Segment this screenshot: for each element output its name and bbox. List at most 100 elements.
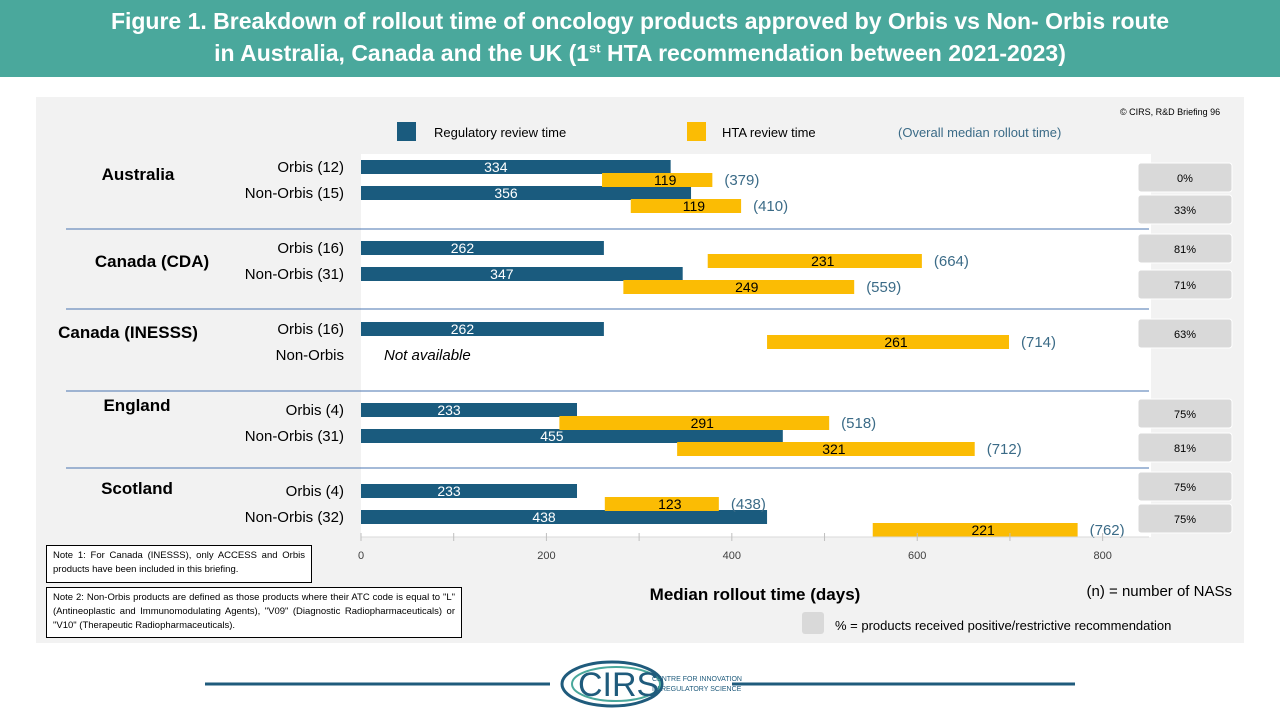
pct-value: 75% [1174,409,1196,421]
legend-label-hta: HTA review time [722,125,816,140]
pct-box [1137,432,1233,463]
row-label: Non-Orbis [276,347,344,364]
row-label: Orbis (4) [286,402,344,419]
overall-median-label: (714) [1021,334,1056,351]
hta-value-label: 119 [683,198,706,214]
regulatory-value-label: 262 [451,321,475,337]
row-label: Non-Orbis (31) [245,266,344,283]
pct-box [1137,269,1233,300]
regulatory-bar [361,322,604,336]
regulatory-value-label: 356 [494,185,518,201]
hta-bar [677,442,975,456]
figure-title-line1: Figure 1. Breakdown of rollout time of o… [110,8,1170,34]
pct-value: 71% [1174,280,1196,292]
pct-note: % = products received positive/restricti… [835,618,1171,633]
regulatory-bar [361,160,671,174]
pct-value: 0% [1177,173,1193,185]
cirs-logo: CIRS CENTRE FOR INNOVATION IN REGULATORY… [560,660,742,708]
row-label: Orbis (16) [277,321,344,338]
legend-label-regulatory: Regulatory review time [434,125,566,140]
regulatory-bar [361,429,783,443]
overall-median-label: (559) [866,279,901,296]
hta-bar [623,280,855,294]
hta-value-label: 249 [735,279,759,295]
regulatory-value-label: 334 [484,159,508,175]
overall-median-label: (379) [724,172,759,189]
x-tick-label: 400 [723,550,741,562]
hta-value-label: 123 [658,496,682,512]
overall-median-label: (518) [841,415,876,432]
logo-sub1: CENTRE FOR INNOVATION [652,676,742,683]
chart-panel: © CIRS, R&D Briefing 96 Regulatory revie… [36,97,1244,643]
regulatory-value-label: 455 [540,428,564,444]
copyright-text: © CIRS, R&D Briefing 96 [1120,107,1221,117]
hta-bar [767,335,1010,349]
pct-value: 75% [1174,482,1196,494]
regulatory-value-label: 347 [490,266,514,282]
group-label: England [103,396,170,415]
not-available-text: Not available [384,347,471,364]
pct-note-swatch [802,612,824,634]
overall-median-label: (712) [987,441,1022,458]
regulatory-bar [361,403,578,417]
overall-median-label: (438) [731,496,766,513]
logo-sub2: IN REGULATORY SCIENCE [652,686,742,693]
hta-value-label: 291 [691,415,715,431]
hta-bar [604,497,719,511]
hta-value-label: 261 [884,334,908,350]
group-label: Canada (INESSS) [58,323,198,342]
hta-value-label: 321 [822,441,846,457]
note-1: Note 1: For Canada (INESSS), only ACCESS… [46,545,312,583]
overall-median-label: (664) [934,253,969,270]
pct-box [1137,471,1233,502]
legend-swatch-regulatory [397,122,416,141]
x-axis-title: Median rollout time (days) [650,585,861,604]
regulatory-value-label: 233 [437,483,461,499]
row-label: Non-Orbis (15) [245,185,344,202]
overall-median-label: (762) [1090,522,1125,539]
pct-value: 33% [1174,205,1196,217]
overall-median-label: (410) [753,198,788,215]
x-tick-label: 600 [908,550,926,562]
hta-bar [559,416,830,430]
group-label: Scotland [101,479,173,498]
regulatory-bar [361,510,768,524]
regulatory-bar [361,186,692,200]
figure-title-line2: in Australia, Canada and the UK (1st HTA… [214,40,1066,66]
pct-box [1137,318,1233,349]
pct-box [1137,194,1233,225]
logo-text: CIRS [578,666,659,704]
hta-bar [872,523,1078,537]
legend-swatch-hta [687,122,706,141]
pct-box [1137,233,1233,264]
pct-value: 81% [1174,244,1196,256]
regulatory-bar [361,484,578,498]
row-label: Orbis (4) [286,483,344,500]
row-label: Non-Orbis (32) [245,509,344,526]
regulatory-value-label: 262 [451,240,475,256]
n-note: (n) = number of NASs [1087,583,1232,600]
pct-value: 75% [1174,514,1196,526]
pct-box [1137,398,1233,429]
hta-bar [707,254,922,268]
figure-title-banner: Figure 1. Breakdown of rollout time of o… [0,0,1280,77]
row-label: Non-Orbis (31) [245,428,344,445]
hta-value-label: 221 [971,522,995,538]
hta-bar [630,199,742,213]
group-label: Australia [102,165,175,184]
pct-box [1137,162,1233,193]
note-2: Note 2: Non-Orbis products are defined a… [46,587,462,638]
x-tick-label: 200 [537,550,555,562]
x-tick-label: 0 [358,550,364,562]
pct-value: 81% [1174,443,1196,455]
regulatory-bar [361,267,683,281]
group-label: Canada (CDA) [95,252,209,271]
pct-box [1137,503,1233,534]
pct-value: 63% [1174,329,1196,341]
hta-value-label: 119 [654,172,677,188]
hta-value-label: 231 [811,253,835,269]
hta-bar [602,173,713,187]
footer-logo-area: CIRS CENTRE FOR INNOVATION IN REGULATORY… [205,660,1075,708]
regulatory-bar [361,241,604,255]
regulatory-value-label: 438 [532,509,556,525]
